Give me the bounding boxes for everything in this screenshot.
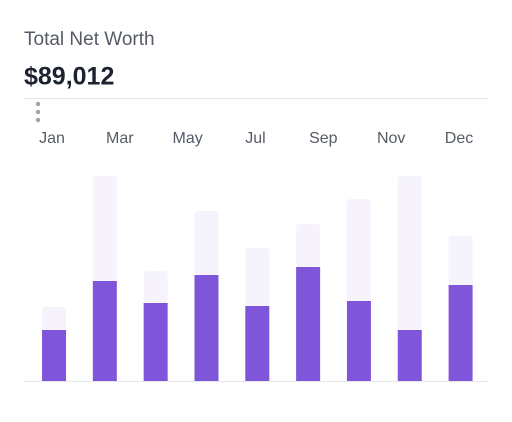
bar-segment xyxy=(448,285,473,381)
x-label: Jan xyxy=(39,130,65,147)
x-label: Mar xyxy=(106,130,134,147)
bar-segment xyxy=(92,176,117,281)
x-label: Dec xyxy=(445,130,473,147)
bar-segment xyxy=(296,224,321,267)
card-title: Total Net Worth xyxy=(24,29,155,50)
x-label: Nov xyxy=(377,130,405,147)
bar-segment xyxy=(346,199,371,301)
bar-segment xyxy=(245,306,270,381)
drag-handle[interactable] xyxy=(35,101,41,123)
bar-segment xyxy=(42,330,67,381)
bar-segment xyxy=(92,281,117,381)
bar-segment xyxy=(194,211,219,275)
bar-segment xyxy=(296,267,321,381)
bar-segment xyxy=(397,176,422,330)
bar-segment xyxy=(42,307,67,330)
bar-segment xyxy=(397,330,422,381)
bar-segment xyxy=(143,271,168,303)
x-label: Sep xyxy=(309,130,338,147)
bar-segment xyxy=(346,301,371,381)
bar-segment xyxy=(143,303,168,381)
bar-segment xyxy=(194,275,219,381)
bar-segment xyxy=(245,248,270,306)
x-label: Jul xyxy=(245,130,265,147)
x-label: May xyxy=(173,130,203,147)
net-worth-value: $89,012 xyxy=(24,63,114,91)
bar-segment xyxy=(448,236,473,285)
